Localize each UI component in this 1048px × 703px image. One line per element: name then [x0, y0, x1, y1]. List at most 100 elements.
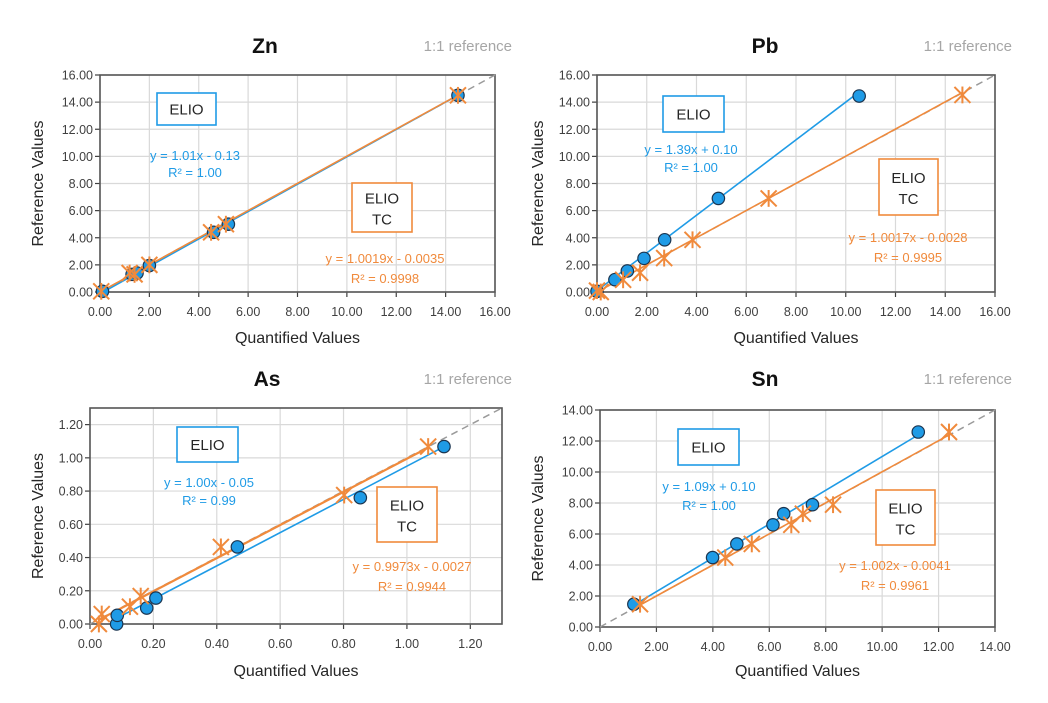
y-tick-label: 10.00: [562, 466, 593, 480]
y-tick-label: 16.00: [62, 69, 93, 83]
legend-box-elio: ELIO: [662, 95, 725, 133]
data-point-elio: [608, 272, 622, 287]
chart-title: Zn: [252, 35, 278, 58]
data-point-elio-tc: [824, 495, 842, 514]
x-tick-label: 0.20: [141, 637, 165, 651]
data-point-elio-tc: [940, 423, 958, 441]
trendline-elio-tc: [100, 94, 459, 293]
trend-r2-elio-tc: R² = 0.9995: [874, 250, 942, 265]
reference-legend-label: 1:1 reference: [424, 371, 512, 388]
trend-equation-elio: y = 1.00x - 0.05: [164, 475, 254, 490]
data-point-elio: [776, 506, 791, 521]
x-tick-label: 0.40: [205, 637, 229, 651]
y-axis-label: Reference Values: [30, 453, 47, 579]
y-tick-label: 1.20: [59, 418, 83, 432]
chart-title: As: [254, 368, 281, 391]
legend-box-border: [878, 158, 939, 216]
y-tick-label: 4.00: [569, 559, 593, 573]
trend-equation-elio: y = 1.09x + 0.10: [662, 479, 755, 494]
y-tick-label: 12.00: [562, 435, 593, 449]
x-tick-label: 1.20: [458, 637, 482, 651]
x-tick-label: 14.00: [930, 305, 961, 319]
legend-box-border: [677, 428, 740, 466]
legend-box-border: [662, 95, 725, 133]
x-axis-label: Quantified Values: [733, 330, 858, 347]
x-tick-label: 2.00: [644, 640, 668, 654]
chart-panel-pb: Pb 1:1 reference 0.00 2.00 4.00 6.00 8.00 10.00…: [530, 35, 1012, 347]
x-tick-label: 4.00: [187, 305, 211, 319]
data-point-elio-tc: [592, 283, 610, 301]
x-tick-label: 12.00: [923, 640, 954, 654]
data-point-elio: [353, 490, 368, 505]
y-tick-label: 6.00: [569, 528, 593, 542]
y-tick-label: 8.00: [69, 177, 93, 191]
y-tick-label: 16.00: [559, 69, 590, 83]
trend-equation-elio-tc: y = 0.9973x - 0.0027: [353, 559, 472, 574]
y-tick-label: 14.00: [559, 96, 590, 110]
data-point-elio-tc: [743, 535, 761, 553]
trend-r2-elio: R² = 1.00: [664, 160, 718, 175]
data-point-elio-tc: [93, 605, 111, 623]
trend-equation-elio: y = 1.01x - 0.13: [150, 148, 240, 163]
y-tick-label: 2.00: [69, 258, 93, 272]
data-point-elio-tc: [631, 264, 649, 282]
x-tick-label: 16.00: [479, 305, 510, 319]
data-point-elio-tc: [683, 231, 702, 249]
x-tick-label: 2.00: [137, 305, 161, 319]
x-tick-label: 0.00: [88, 305, 112, 319]
x-tick-label: 12.00: [880, 305, 911, 319]
data-point-elio-tc: [90, 615, 108, 633]
legend-box-border: [376, 486, 438, 543]
x-tick-label: 8.00: [784, 305, 808, 319]
x-tick-label: 0.00: [78, 637, 102, 651]
legend-label-elio: ELIO: [676, 107, 710, 124]
x-tick-label: 16.00: [979, 305, 1010, 319]
data-point-elio: [730, 537, 744, 551]
trendline-elio-tc: [596, 91, 963, 293]
data-point-elio: [149, 591, 163, 605]
legend-box-elio: ELIO: [156, 92, 217, 126]
legend-box-elio-tc: ELIO TC: [878, 158, 939, 216]
chart-panel-zn: Zn 1:1 reference 0.00 2.00 4.00 6.00 8.00 10.00…: [30, 35, 512, 347]
x-tick-label: 2.00: [635, 305, 659, 319]
data-point-elio-tc: [449, 86, 467, 105]
plot-border: [99, 74, 496, 293]
legend-label-elio-tc-line2: TC: [397, 519, 417, 536]
data-point-elio: [705, 550, 720, 565]
legend-box-elio-tc: ELIO TC: [875, 489, 936, 546]
x-axis-label: Quantified Values: [235, 330, 360, 347]
data-point-elio-tc: [202, 223, 220, 242]
x-tick-label: 0.00: [588, 640, 612, 654]
data-point-elio: [911, 425, 926, 439]
data-point-elio: [110, 608, 125, 623]
plot-border: [89, 407, 503, 625]
x-tick-label: 10.00: [830, 305, 861, 319]
data-point-elio: [711, 191, 726, 206]
legend-label-elio-tc-line1: ELIO: [891, 170, 925, 187]
x-tick-label: 14.00: [430, 305, 461, 319]
data-point-elio: [230, 540, 245, 554]
trend-r2-elio-tc: R² = 0.9944: [378, 579, 446, 594]
y-tick-label: 6.00: [566, 204, 590, 218]
x-tick-label: 6.00: [734, 305, 758, 319]
reference-legend-label: 1:1 reference: [924, 38, 1012, 55]
data-point-elio-tc: [794, 504, 812, 523]
data-point-elio-tc: [716, 548, 734, 567]
data-point-elio-tc: [217, 215, 235, 233]
y-tick-label: 12.00: [559, 123, 590, 137]
data-point-elio: [221, 217, 236, 231]
legend-box-elio: ELIO: [176, 426, 239, 463]
y-tick-label: 2.00: [569, 590, 593, 604]
data-point-elio: [139, 601, 154, 615]
legend-box-border: [176, 426, 239, 463]
trend-r2-elio-tc: R² = 0.9961: [861, 578, 929, 593]
y-tick-label: 0.00: [569, 621, 593, 635]
y-tick-label: 0.00: [59, 618, 83, 632]
x-tick-label: 12.00: [381, 305, 412, 319]
chart-title: Sn: [752, 368, 779, 391]
x-tick-label: 10.00: [331, 305, 362, 319]
y-tick-label: 0.00: [69, 286, 93, 300]
reference-legend-label: 1:1 reference: [924, 371, 1012, 388]
x-tick-label: 4.00: [701, 640, 725, 654]
